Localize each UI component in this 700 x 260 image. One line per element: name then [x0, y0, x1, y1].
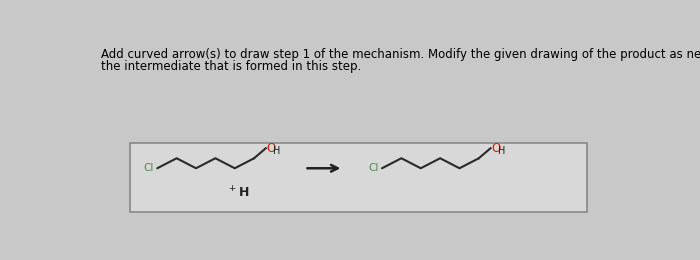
Text: O: O: [491, 142, 500, 155]
FancyBboxPatch shape: [130, 143, 587, 212]
Text: Add curved arrow(s) to draw step 1 of the mechanism. Modify the given drawing of: Add curved arrow(s) to draw step 1 of th…: [102, 48, 700, 61]
Text: Cl: Cl: [144, 163, 154, 173]
Text: $^+$H: $^+$H: [228, 185, 250, 200]
Text: O: O: [267, 142, 276, 155]
Text: the intermediate that is formed in this step.: the intermediate that is formed in this …: [102, 61, 362, 74]
Text: H: H: [498, 146, 505, 155]
Text: Cl: Cl: [368, 163, 379, 173]
Text: H: H: [274, 146, 281, 155]
